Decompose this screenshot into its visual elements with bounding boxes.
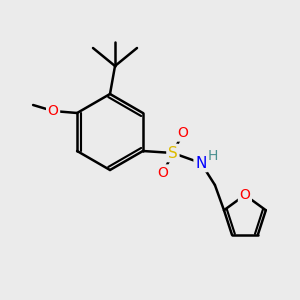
- Text: N: N: [195, 155, 207, 170]
- Text: O: O: [158, 166, 168, 180]
- Text: O: O: [178, 126, 188, 140]
- Text: O: O: [239, 188, 250, 202]
- Text: O: O: [48, 104, 58, 118]
- Text: S: S: [168, 146, 178, 160]
- Text: H: H: [208, 149, 218, 163]
